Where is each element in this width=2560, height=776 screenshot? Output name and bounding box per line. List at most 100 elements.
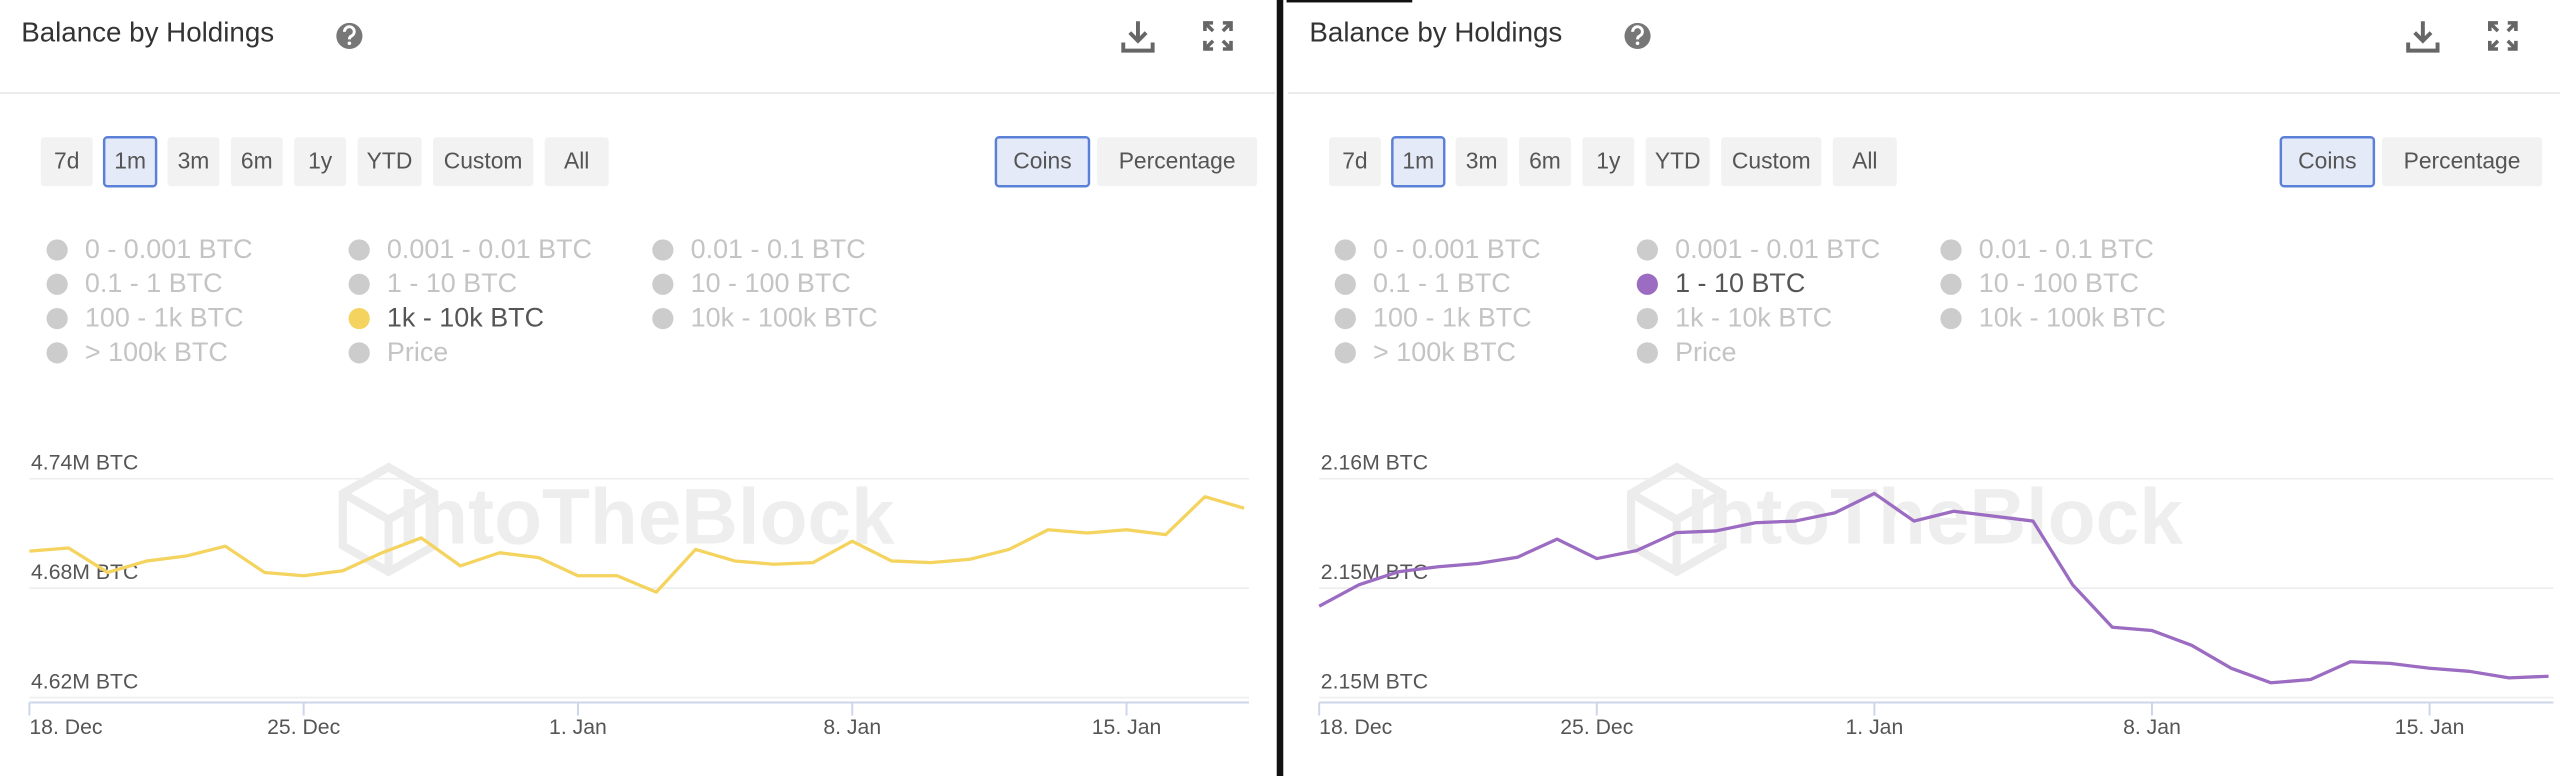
range-button-label[interactable]: All xyxy=(564,148,589,174)
fullscreen-button[interactable] xyxy=(2488,21,2518,51)
range-button-label[interactable]: Custom xyxy=(444,148,523,174)
unit-button-label[interactable]: Percentage xyxy=(1119,148,1236,174)
range-button-label[interactable]: 1m xyxy=(1402,148,1434,174)
legend-label[interactable]: Price xyxy=(1675,337,1736,367)
legend-label[interactable]: 0.001 - 0.01 BTC xyxy=(387,234,592,264)
legend-dot[interactable] xyxy=(1940,239,1962,261)
help-icon[interactable] xyxy=(336,22,363,50)
range-button[interactable] xyxy=(230,137,283,187)
legend-label[interactable]: 0.1 - 1 BTC xyxy=(85,268,223,298)
range-button-label[interactable]: 1m xyxy=(114,148,146,174)
legend-dot[interactable] xyxy=(46,273,68,295)
range-button[interactable] xyxy=(1645,137,1710,187)
range-button[interactable] xyxy=(1455,137,1508,187)
range-button-label[interactable]: YTD xyxy=(1655,148,1701,174)
legend-dot[interactable] xyxy=(652,239,674,261)
legend-label[interactable]: 100 - 1k BTC xyxy=(85,302,244,332)
legend-label[interactable]: 10k - 100k BTC xyxy=(1979,302,2166,332)
legend-label[interactable]: Price xyxy=(387,337,448,367)
x-tick-label: 18. Dec xyxy=(29,716,102,739)
range-button[interactable] xyxy=(102,136,158,188)
legend-label[interactable]: 0.01 - 0.1 BTC xyxy=(1979,234,2154,264)
download-button[interactable] xyxy=(1121,21,1155,53)
range-button[interactable] xyxy=(432,137,534,187)
unit-button[interactable] xyxy=(2382,137,2543,187)
range-button[interactable] xyxy=(1391,136,1446,188)
panel-title: Balance by Holdings xyxy=(21,17,274,48)
y-tick-label: 2.15M BTC xyxy=(1321,561,1428,584)
legend-dot[interactable] xyxy=(348,342,370,364)
legend-dot[interactable] xyxy=(652,273,674,295)
legend-label[interactable]: 0 - 0.001 BTC xyxy=(1373,234,1541,264)
legend-dot[interactable] xyxy=(1334,273,1356,295)
range-button[interactable] xyxy=(1832,137,1897,187)
fullscreen-button[interactable] xyxy=(1203,21,1233,51)
legend-label[interactable]: 10k - 100k BTC xyxy=(691,302,878,332)
range-button[interactable] xyxy=(1721,137,1822,187)
legend-label[interactable]: 10 - 100 BTC xyxy=(1979,268,2139,298)
range-button-label[interactable]: 3m xyxy=(1466,148,1498,174)
unit-button[interactable] xyxy=(994,136,1091,188)
legend-label[interactable]: 0.01 - 0.1 BTC xyxy=(691,234,866,264)
legend-dot[interactable] xyxy=(46,239,68,261)
legend-label[interactable]: 1 - 10 BTC xyxy=(387,268,517,298)
legend-dot[interactable] xyxy=(1334,342,1356,364)
range-button[interactable] xyxy=(40,137,93,187)
range-button[interactable] xyxy=(1328,137,1381,187)
x-tick-label: 15. Jan xyxy=(2395,716,2465,739)
legend-dot[interactable] xyxy=(1334,307,1356,330)
unit-button[interactable] xyxy=(1097,137,1258,187)
unit-button[interactable] xyxy=(2279,136,2376,188)
unit-button-label[interactable]: Coins xyxy=(1013,148,1071,174)
help-icon[interactable] xyxy=(1624,22,1651,50)
range-button[interactable] xyxy=(294,137,347,187)
range-button[interactable] xyxy=(357,137,422,187)
legend-dot[interactable] xyxy=(1940,273,1962,295)
range-button-label[interactable]: 6m xyxy=(241,148,273,174)
range-button[interactable] xyxy=(544,137,609,187)
legend-label[interactable]: 1k - 10k BTC xyxy=(387,302,544,332)
legend-label[interactable]: 0.1 - 1 BTC xyxy=(1373,268,1511,298)
range-button-label[interactable]: 3m xyxy=(178,148,210,174)
legend-label[interactable]: > 100k BTC xyxy=(85,337,228,367)
range-button-label[interactable]: 7d xyxy=(54,148,79,174)
legend-label[interactable]: 0 - 0.001 BTC xyxy=(85,234,253,264)
unit-button-label[interactable]: Coins xyxy=(2298,148,2356,174)
download-button[interactable] xyxy=(2406,21,2440,53)
range-button-label[interactable]: 1y xyxy=(308,148,333,174)
legend-dot[interactable] xyxy=(652,307,674,330)
legend-label[interactable]: 0.001 - 0.01 BTC xyxy=(1675,234,1880,264)
legend-label[interactable]: 1 - 10 BTC xyxy=(1675,268,1805,298)
range-button-label[interactable]: 1y xyxy=(1596,148,1621,174)
range-button[interactable] xyxy=(1582,137,1635,187)
legend-label[interactable]: 10 - 100 BTC xyxy=(691,268,851,298)
range-button-label[interactable]: Custom xyxy=(1732,148,1811,174)
x-tick-label: 25. Dec xyxy=(1560,716,1633,739)
legend-dot[interactable] xyxy=(348,239,370,261)
legend-label[interactable]: 1k - 10k BTC xyxy=(1675,302,1832,332)
x-tick-label: 8. Jan xyxy=(823,716,881,739)
legend-dot[interactable] xyxy=(1940,307,1962,330)
y-tick-label: 4.68M BTC xyxy=(31,561,138,584)
legend-dot[interactable] xyxy=(1636,307,1658,330)
legend-dot[interactable] xyxy=(46,342,68,364)
unit-button-label[interactable]: Percentage xyxy=(2404,148,2521,174)
legend-dot[interactable] xyxy=(1636,273,1658,295)
range-button-label[interactable]: 6m xyxy=(1529,148,1561,174)
range-button[interactable] xyxy=(1519,137,1571,187)
legend-dot[interactable] xyxy=(348,273,370,295)
watermark-logo xyxy=(1626,462,1727,577)
legend-dot[interactable] xyxy=(1334,239,1356,261)
legend-label[interactable]: > 100k BTC xyxy=(1373,337,1516,367)
help-glyph xyxy=(343,25,356,40)
legend-dot[interactable] xyxy=(1636,239,1658,261)
legend-label[interactable]: 100 - 1k BTC xyxy=(1373,302,1532,332)
chart-panel: Balance by Holdings 7d 1m 3m 6m 1y YTD Custom Al… xyxy=(1288,17,2560,739)
legend-dot[interactable] xyxy=(348,307,370,330)
legend-dot[interactable] xyxy=(1636,342,1658,364)
range-button-label[interactable]: 7d xyxy=(1342,148,1367,174)
range-button[interactable] xyxy=(167,137,220,187)
legend-dot[interactable] xyxy=(46,307,68,330)
range-button-label[interactable]: YTD xyxy=(367,148,413,174)
range-button-label[interactable]: All xyxy=(1852,148,1877,174)
